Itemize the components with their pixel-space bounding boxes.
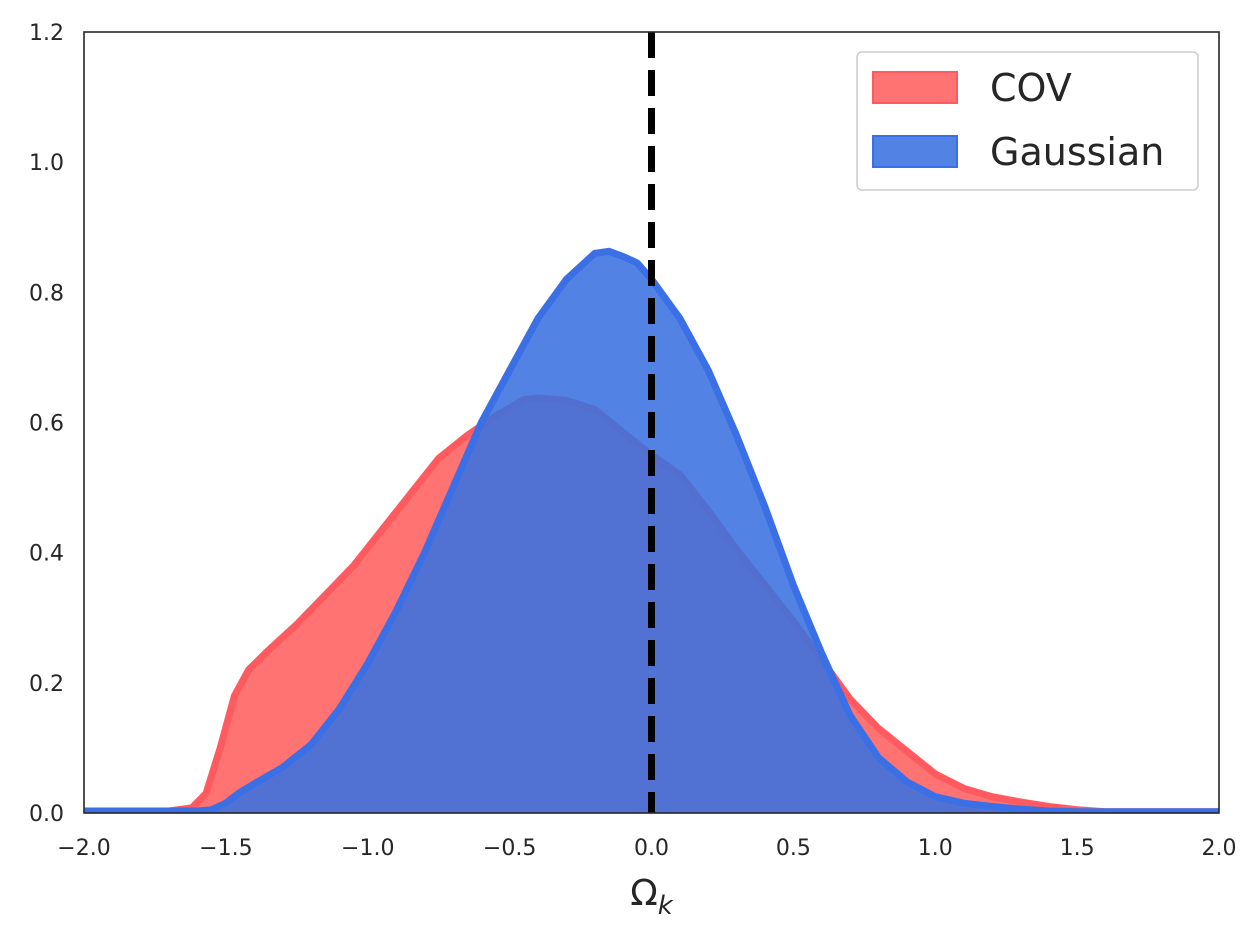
y-tick-label: 0.2 xyxy=(29,672,64,697)
x-tick-label: 1.5 xyxy=(1060,836,1095,861)
x-tick-label: 0.5 xyxy=(776,836,811,861)
x-axis-label: Ωk xyxy=(630,873,674,921)
gaussian-density-line xyxy=(84,247,1219,813)
x-tick-label: 2.0 xyxy=(1202,836,1237,861)
x-tick-label: 0.0 xyxy=(634,836,669,861)
plot-frame xyxy=(83,31,1220,814)
y-tick-label: 0.0 xyxy=(29,802,64,827)
y-axis-ticks: 0.0 0.2 0.4 0.6 0.8 1.0 1.2 xyxy=(29,21,64,827)
legend: COV Gaussian xyxy=(856,51,1199,191)
y-tick-label: 1.2 xyxy=(29,21,64,46)
y-tick-label: 0.8 xyxy=(29,281,64,306)
x-tick-label: −0.5 xyxy=(483,836,536,861)
x-tick-label: −1.0 xyxy=(341,836,394,861)
x-axis-label-subscript: k xyxy=(658,891,674,921)
legend-label-gaussian: Gaussian xyxy=(990,130,1164,174)
y-tick-label: 0.4 xyxy=(29,542,64,567)
legend-swatch-gaussian xyxy=(872,135,958,168)
x-axis-label-symbol: Ω xyxy=(630,873,658,914)
y-tick-label: 0.6 xyxy=(29,412,64,437)
x-tick-label: −1.5 xyxy=(199,836,252,861)
y-tick-label: 1.0 xyxy=(29,151,64,176)
x-axis-ticks: −2.0 −1.5 −1.0 −0.5 0.0 0.5 1.0 1.5 2.0 xyxy=(57,836,1236,861)
legend-label-cov: COV xyxy=(990,66,1072,110)
legend-swatch-cov xyxy=(872,71,958,104)
x-tick-label: 1.0 xyxy=(918,836,953,861)
x-tick-label: −2.0 xyxy=(57,836,110,861)
